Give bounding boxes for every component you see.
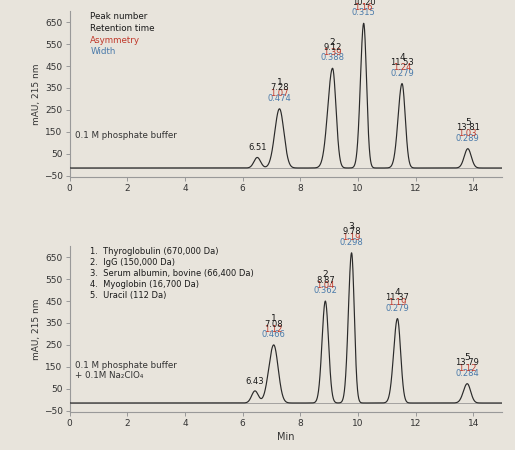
Text: 2.  IgG (150,000 Da): 2. IgG (150,000 Da) [90,258,175,267]
Text: 0.388: 0.388 [320,53,345,62]
Text: 4: 4 [394,288,400,297]
Text: 4.  Myoglobin (16,700 Da): 4. Myoglobin (16,700 Da) [90,280,199,289]
Text: 1.04: 1.04 [316,281,335,290]
Text: Asymmetry: Asymmetry [90,36,140,45]
Text: 0.298: 0.298 [340,238,364,247]
Text: 0.279: 0.279 [386,304,409,313]
Text: 3: 3 [349,222,354,231]
Text: 1: 1 [277,78,282,87]
Text: 1: 1 [271,314,277,323]
Text: Peak number: Peak number [90,12,148,21]
Text: + 0.1M Na₂ClO₄: + 0.1M Na₂ClO₄ [75,371,143,380]
X-axis label: Min: Min [277,432,295,442]
Text: 10.20: 10.20 [352,0,375,7]
Text: 6.51: 6.51 [248,144,267,153]
Text: Width: Width [90,47,116,56]
Text: 1.  Thyroglobulin (670,000 Da): 1. Thyroglobulin (670,000 Da) [90,248,219,256]
Text: 5: 5 [465,118,471,127]
Text: 0.315: 0.315 [352,9,375,18]
Text: 2: 2 [330,38,335,47]
Text: 3.  Serum albumin, bovine (66,400 Da): 3. Serum albumin, bovine (66,400 Da) [90,269,254,278]
Text: 13.79: 13.79 [455,358,479,367]
Text: 11.37: 11.37 [386,293,409,302]
Text: 4: 4 [399,53,405,62]
Text: 6.43: 6.43 [246,377,264,386]
Text: 0.466: 0.466 [262,330,286,339]
Text: 9.78: 9.78 [342,228,361,237]
Text: 7.28: 7.28 [270,83,289,92]
Text: 2: 2 [322,270,328,279]
Text: 8.87: 8.87 [316,276,335,285]
Text: 0.1 M phosphate buffer: 0.1 M phosphate buffer [75,361,177,370]
Text: Retention time: Retention time [90,24,155,33]
Text: 1.16: 1.16 [354,3,373,12]
Text: 1.39: 1.39 [323,48,342,57]
Text: 1.07: 1.07 [270,89,289,98]
Text: 0.362: 0.362 [314,286,337,295]
Text: 3: 3 [361,0,367,2]
Text: 13.81: 13.81 [456,123,480,132]
Text: 11.53: 11.53 [390,58,414,67]
Text: 1.12: 1.12 [458,364,476,373]
Y-axis label: mAU, 215 nm: mAU, 215 nm [32,298,41,360]
Text: 0.284: 0.284 [455,369,479,378]
Text: 9.12: 9.12 [323,43,342,52]
Text: 0.1 M phosphate buffer: 0.1 M phosphate buffer [75,130,177,140]
Text: 0.279: 0.279 [390,69,414,78]
Text: 5.  Uracil (112 Da): 5. Uracil (112 Da) [90,291,167,300]
Text: 7.08: 7.08 [264,320,283,328]
Text: 0.474: 0.474 [268,94,291,103]
Text: 1.24: 1.24 [393,63,411,72]
Text: 5: 5 [465,353,470,362]
Text: 1.19: 1.19 [342,233,361,242]
Text: 0.289: 0.289 [456,134,479,143]
Text: 1.12: 1.12 [265,325,283,334]
Text: 1.03: 1.03 [458,129,477,138]
Y-axis label: mAU, 215 nm: mAU, 215 nm [32,63,41,125]
Text: 1.19: 1.19 [388,298,407,307]
